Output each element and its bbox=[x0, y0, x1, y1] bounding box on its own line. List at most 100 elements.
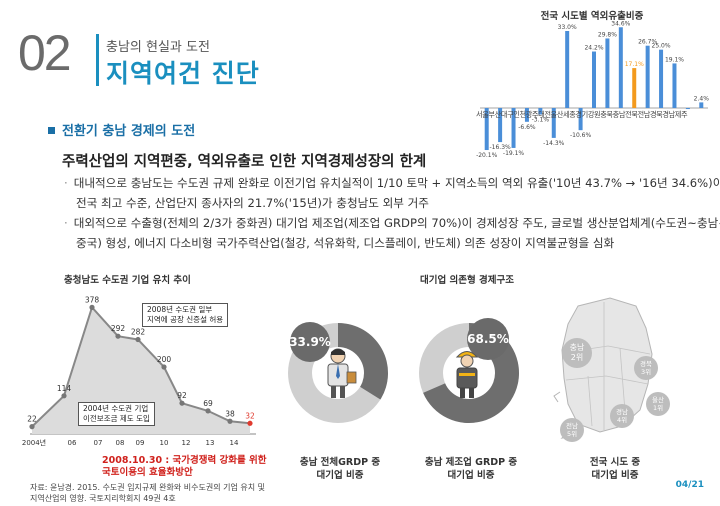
section-number: 02 bbox=[18, 25, 72, 81]
bar-부산 bbox=[498, 108, 503, 143]
pie1-value: 33.9% bbox=[289, 335, 331, 349]
bar-label-강원: 29.8% bbox=[598, 31, 617, 38]
map-badge-gyeongnam: 경남 4위 bbox=[610, 404, 634, 428]
bar-label-세종: -10.6% bbox=[570, 132, 592, 139]
bar-인천 bbox=[524, 108, 529, 122]
line-point bbox=[179, 400, 185, 406]
map-caption: 전국 시도 중 대기업 비중 bbox=[560, 456, 670, 482]
bar-제주 bbox=[699, 102, 704, 108]
bullet-2: · 대외적으로 수출형(전체의 2/3가 중화권) 대기업 제조업(제조업 GRD… bbox=[64, 213, 720, 253]
bar-경기 bbox=[592, 51, 596, 108]
jeonnam-rank: 5위 bbox=[566, 430, 578, 438]
pie1-caption: 충남 전체GRDP 중 대기업 비중 bbox=[290, 456, 390, 482]
line-point bbox=[61, 393, 67, 399]
pie2-caption-line2: 대기업 비중 bbox=[447, 470, 495, 481]
annotation-2004-line1: 2004년 수도권 기업 bbox=[83, 404, 149, 413]
bar-label-울산: 33.0% bbox=[558, 24, 577, 31]
line-x-tick: 10 bbox=[160, 439, 169, 447]
ulsan-label: 울산 bbox=[652, 396, 664, 404]
line-value-label: 200 bbox=[157, 355, 172, 364]
line-value-label: 22 bbox=[27, 415, 37, 424]
policy-note: 2008.10.30 : 국가경쟁력 강화를 위한 국토이용의 효율화방안 bbox=[102, 455, 267, 479]
bar-울산 bbox=[565, 31, 570, 108]
line-point bbox=[135, 336, 141, 343]
line-point bbox=[227, 418, 233, 424]
bar-전남 bbox=[659, 49, 664, 108]
bar-강원 bbox=[605, 38, 610, 108]
bar-label-전남: 25.0% bbox=[652, 43, 671, 50]
pie2-caption-line1: 충남 제조업 GRDP 중 bbox=[424, 457, 518, 468]
source-line1: 자료: 윤남경. 2015. 수도권 입지규제 완화와 비수도권의 기업 유치 … bbox=[30, 483, 266, 492]
main-heading: 주력산업의 지역편중, 역외유출로 인한 지역경제성장의 한계 bbox=[62, 154, 427, 170]
section-title: 지역여건 진단 bbox=[106, 59, 260, 88]
gyeongnam-rank: 4위 bbox=[616, 416, 628, 424]
line-point bbox=[247, 420, 253, 426]
line-series bbox=[31, 305, 251, 428]
pie2-value: 68.5% bbox=[467, 332, 509, 346]
bar-충북 bbox=[618, 27, 623, 109]
dependency-title: 대기업 의존형 경제구조 bbox=[420, 275, 515, 286]
map-caption-line2: 대기업 비중 bbox=[591, 470, 639, 481]
line-value-label: 114 bbox=[57, 384, 72, 393]
line-x-tick: 14 bbox=[230, 439, 239, 447]
bar-label-전북: 26.7% bbox=[638, 39, 657, 46]
line-value-label: 378 bbox=[85, 295, 100, 304]
section-subtitle: 충남의 현실과 도전 bbox=[106, 40, 210, 55]
map-badge-jeonnam: 전남 5위 bbox=[560, 418, 584, 442]
bullet-1: · 대내적으로 충남도는 수도권 규제 완화로 이전기업 유치실적이 1/10 토… bbox=[64, 173, 720, 213]
worker-icon bbox=[455, 351, 479, 398]
outflow-chart: 전국 시도별 역외유출비중 -20.1% -16.3% -19.1% -6.6% -3.… bbox=[470, 4, 714, 164]
pie2-value-badge: 68.5% bbox=[467, 318, 509, 360]
line-value-label: 69 bbox=[203, 399, 213, 408]
map-badge-gyeongbuk: 경북 3위 bbox=[634, 356, 658, 380]
chungnam-rank: 2위 bbox=[570, 353, 584, 362]
jeonnam-label: 전남 bbox=[566, 422, 578, 430]
annotation-2008-line2: 지역에 공장 신증설 허용 bbox=[147, 315, 224, 324]
chungnam-label: 충남 bbox=[569, 343, 585, 352]
line-x-tick: 07 bbox=[94, 439, 103, 447]
annotation-2008: 2008년 수도권 일부 지역에 공장 신증설 허용 bbox=[142, 303, 229, 327]
source-note: 자료: 윤남경. 2015. 수도권 입지규제 완화와 비수도권의 기업 유치 … bbox=[30, 482, 265, 504]
gyeongbuk-rank: 3위 bbox=[640, 368, 652, 376]
bar-label-광주: -3.1% bbox=[532, 116, 550, 123]
bar-전북 bbox=[645, 45, 650, 108]
bar-label-부산: -16.3% bbox=[490, 144, 512, 151]
outflow-chart-title: 전국 시도별 역외유출비중 bbox=[540, 11, 644, 22]
bar-label-대구: -19.1% bbox=[503, 150, 525, 157]
bar-서울 bbox=[484, 108, 489, 151]
bar-label-제주: 2.4% bbox=[694, 95, 710, 102]
line-chart-title: 충청남도 수도권 기업 유치 추이 bbox=[64, 275, 191, 286]
bar-label-인천: -6.6% bbox=[518, 124, 536, 131]
line-point bbox=[161, 364, 167, 370]
line-value-label: 282 bbox=[131, 328, 146, 337]
annotation-2004-line2: 이전보조금 제도 도입 bbox=[83, 414, 150, 423]
sub-heading: 전환기 충남 경제의 도전 bbox=[48, 120, 195, 139]
bar-label-대전: -14.3% bbox=[543, 140, 565, 147]
pie1-value-badge: 33.9% bbox=[289, 322, 331, 362]
line-x-tick: 08 bbox=[116, 439, 125, 447]
line-point bbox=[115, 333, 121, 339]
policy-note-line1: 2008.10.30 : 국가경쟁력 강화를 위한 bbox=[102, 455, 267, 466]
annotation-2008-line1: 2008년 수도권 일부 bbox=[147, 305, 213, 314]
bar-label-경북: 19.1% bbox=[665, 56, 684, 63]
bar-광주 bbox=[538, 108, 543, 115]
bullet-1-line2: 전국 최고 수준, 산업단지 종사자의 21.7%('15년)가 충청남도 외부… bbox=[76, 196, 429, 210]
bullet-1-line1: 대내적으로 충남도는 수도권 규제 완화로 이전기업 유치실적이 1/10 토막… bbox=[73, 176, 720, 190]
officeworker-icon bbox=[327, 348, 357, 398]
line-x-tick: 13 bbox=[206, 439, 215, 447]
line-x-tick: 09 bbox=[136, 439, 145, 447]
annotation-2004: 2004년 수도권 기업 이전보조금 제도 도입 bbox=[78, 402, 155, 426]
bar-경남 bbox=[685, 108, 690, 110]
bullet-2-line2: 중국) 형성, 에너지 다소비형 국가주력산업(철강, 석유화학, 디스플레이,… bbox=[76, 236, 615, 250]
line-point bbox=[89, 304, 95, 310]
pie2-caption: 충남 제조업 GRDP 중 대기업 비중 bbox=[416, 456, 526, 482]
bar-label-서울: -20.1% bbox=[476, 152, 498, 159]
bar-label-경기: 24.2% bbox=[584, 45, 603, 52]
gyeongbuk-label: 경북 bbox=[640, 360, 652, 368]
outflow-region-labels: 서울부산대구인천광주대전울산세종경기강원충북충남전북전남경북경남제주 bbox=[476, 110, 688, 119]
bar-label-충남: 17.1% bbox=[625, 61, 644, 68]
source-line2: 지역산업의 영향. 국토지리학회지 49권 4호 bbox=[30, 494, 176, 503]
map-badge-ulsan: 울산 1위 bbox=[646, 392, 670, 416]
line-x-tick: 2004년 bbox=[22, 438, 46, 447]
line-x-tick: 12 bbox=[182, 439, 191, 447]
